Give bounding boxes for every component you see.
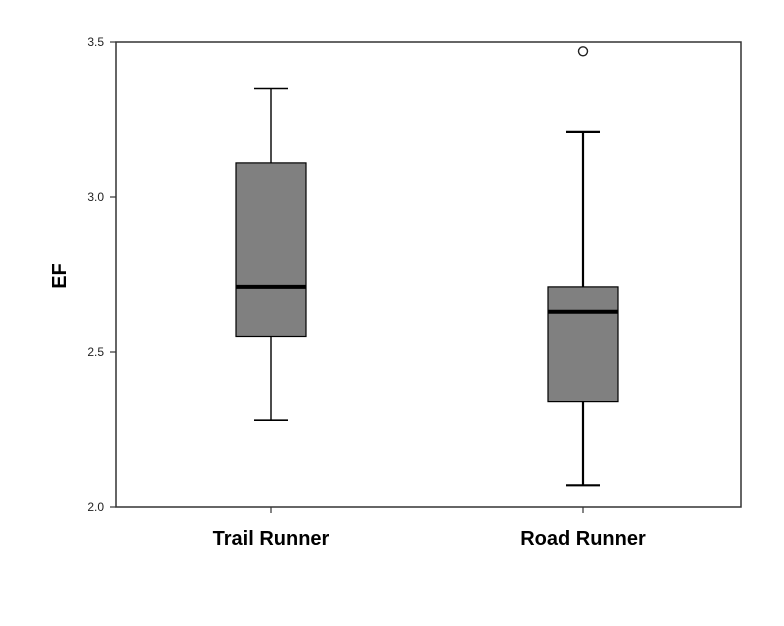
iqr-box (547, 286, 619, 403)
y-tick-label: 2.0 (87, 500, 104, 514)
y-tick-label: 3.5 (87, 35, 104, 49)
y-axis: 2.0 2.5 3.0 3.5 (87, 35, 116, 514)
y-tick-label: 3.0 (87, 190, 104, 204)
y-axis-title: EF (49, 263, 71, 289)
x-category-label: Road Runner (520, 528, 646, 550)
iqr-box (235, 162, 307, 338)
outlier-point (577, 46, 589, 57)
x-category-label: Trail Runner (213, 528, 330, 550)
box-road-runner (547, 46, 619, 487)
y-tick-label: 2.5 (87, 345, 104, 359)
x-axis: Trail Runner Road Runner (213, 507, 646, 550)
box-trail-runner (235, 87, 307, 422)
plot-frame (115, 41, 742, 508)
box-series (235, 46, 619, 487)
